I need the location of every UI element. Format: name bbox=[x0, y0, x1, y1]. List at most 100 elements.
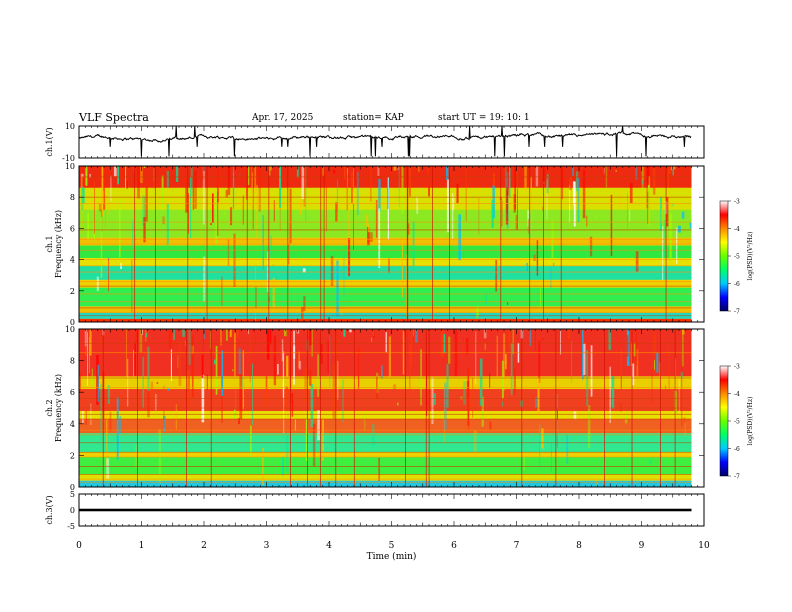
spec1-streak bbox=[108, 258, 109, 292]
spec1-streak bbox=[509, 166, 511, 198]
spec1-streak bbox=[671, 204, 674, 207]
spec2-streak bbox=[101, 329, 102, 337]
spec2-streak bbox=[239, 374, 243, 420]
spec2-streak bbox=[282, 351, 285, 398]
spec2-streak bbox=[298, 351, 300, 368]
spec1-band bbox=[79, 265, 692, 280]
spec1-streak bbox=[254, 166, 257, 194]
spec2-streak bbox=[483, 329, 487, 339]
spec1-streak bbox=[635, 251, 639, 272]
spec1-streak bbox=[217, 166, 219, 203]
spec1-streak bbox=[94, 181, 95, 234]
spec1-streak bbox=[185, 178, 188, 213]
spec2-streak bbox=[215, 346, 218, 395]
spec1-streak bbox=[190, 166, 193, 196]
spec1-streak bbox=[113, 166, 117, 177]
spec2-streak bbox=[534, 329, 536, 351]
spec1-streak bbox=[676, 227, 678, 264]
spec2-streak bbox=[556, 394, 558, 448]
spec2-streak bbox=[620, 349, 622, 397]
spec2-streak bbox=[309, 329, 310, 342]
spec2-streak bbox=[156, 382, 159, 384]
time-xtick-label: 3 bbox=[264, 541, 270, 551]
spec2-streak bbox=[540, 337, 544, 341]
spec1-streak bbox=[233, 233, 236, 287]
spec2-streak bbox=[412, 329, 414, 337]
spec1-streak bbox=[117, 166, 119, 185]
ch2-spectrogram-panel: 0 2 4 6 8 10 ch.2 Frequency (kHz) bbox=[45, 325, 705, 492]
spec1-streak bbox=[378, 166, 380, 178]
time-xtick-label: 9 bbox=[639, 541, 645, 551]
spec1-streak bbox=[289, 188, 292, 244]
spec1-streak bbox=[346, 173, 348, 211]
time-xtick-label: 2 bbox=[201, 541, 207, 551]
ch3-waveform-trace bbox=[79, 508, 692, 512]
ch3-ytick-label: -5 bbox=[67, 522, 75, 531]
spec2-streak bbox=[682, 329, 685, 335]
spec1-streak bbox=[119, 198, 121, 258]
ch3-waveform-ylabel: ch.3(V) bbox=[45, 495, 54, 524]
spec2-streak bbox=[167, 388, 170, 391]
spec2-ytick-label: 8 bbox=[70, 357, 75, 366]
spec2-streak bbox=[420, 349, 422, 406]
spec1-streak bbox=[492, 173, 495, 187]
spec1-streak bbox=[303, 166, 306, 207]
spec2-streak bbox=[460, 396, 463, 400]
spec2-streak bbox=[364, 412, 366, 431]
spec1-ytick-label: 6 bbox=[70, 224, 75, 233]
spec1-streak bbox=[98, 203, 102, 212]
spec2-streak bbox=[220, 329, 222, 346]
spec1-streak bbox=[398, 166, 400, 207]
spec1-ytick-label: 8 bbox=[70, 193, 75, 202]
spec1-streak bbox=[166, 203, 169, 246]
spec2-streak bbox=[109, 411, 112, 432]
spec2-streak bbox=[332, 364, 336, 419]
spec2-streak bbox=[508, 329, 511, 351]
spec1-streak bbox=[627, 192, 628, 229]
spec1-streak bbox=[501, 200, 503, 227]
spec1-streak bbox=[255, 184, 258, 239]
spec1-streak bbox=[230, 207, 233, 226]
spec1-streak bbox=[672, 166, 674, 176]
spec1-streak bbox=[80, 177, 83, 234]
spec2-streak bbox=[446, 364, 449, 409]
spec1-streak bbox=[145, 186, 148, 222]
spec1-streak bbox=[110, 175, 112, 202]
time-xtick-label: 8 bbox=[576, 541, 582, 551]
spec2-streak bbox=[173, 329, 175, 340]
spec1-streak bbox=[305, 166, 307, 222]
spec2-streak bbox=[309, 329, 312, 346]
spec2-streak bbox=[84, 329, 87, 357]
spec1-streak bbox=[330, 255, 334, 287]
spec2-streak bbox=[502, 401, 503, 407]
spec1-band bbox=[79, 287, 692, 307]
spec1-streak bbox=[416, 196, 419, 214]
spec2-streak bbox=[133, 349, 134, 380]
spec1-streak bbox=[542, 166, 546, 185]
spec2-streak bbox=[463, 381, 466, 405]
spec2-streak bbox=[177, 355, 179, 368]
spec2-streak bbox=[624, 413, 628, 424]
ch3-waveform-panel: 5 0 -5 ch.3(V) 0 1 2 3 4 5 6 7 8 9 10 Time (min) bbox=[45, 490, 710, 562]
spec2-streak bbox=[354, 477, 356, 485]
ch1-ytick-label: -10 bbox=[62, 154, 75, 163]
spec2-streak bbox=[214, 359, 216, 365]
spec2-streak bbox=[415, 329, 418, 343]
spec2-streak bbox=[145, 329, 147, 342]
spec1-streak bbox=[648, 175, 650, 225]
spec1-streak bbox=[491, 200, 494, 228]
spec1-streak bbox=[542, 206, 543, 211]
spec1-streak bbox=[87, 213, 90, 240]
spec1-streak bbox=[242, 195, 244, 225]
spec1-streak bbox=[273, 200, 275, 222]
spec1-streak bbox=[302, 268, 306, 273]
spec2-streak bbox=[255, 336, 257, 341]
spec2-streak bbox=[320, 381, 322, 385]
spec1-band bbox=[79, 237, 692, 246]
spec1-streak bbox=[255, 287, 257, 308]
spec2-streak bbox=[448, 336, 451, 364]
spec1-streak bbox=[173, 166, 175, 184]
spec1-ytick-label: 10 bbox=[65, 162, 75, 171]
spec1-streak bbox=[546, 180, 548, 220]
spec2-streak bbox=[305, 418, 308, 462]
